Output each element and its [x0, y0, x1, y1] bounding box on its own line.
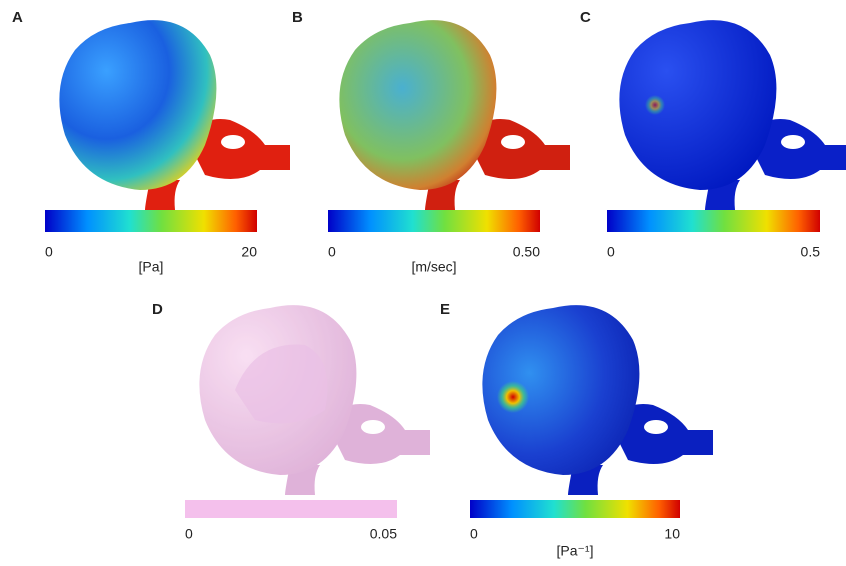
panel-label: E: [440, 301, 450, 318]
scale-min: 0: [470, 526, 478, 542]
hotspot: [645, 95, 665, 115]
scale-max: 0.5: [801, 244, 821, 260]
branch-hole: [781, 135, 805, 149]
scale-max: 10: [664, 526, 680, 542]
panel: [59, 20, 290, 210]
scale-max: 0.50: [513, 244, 540, 260]
scale-max: 0.05: [370, 526, 397, 542]
panel-label: C: [580, 9, 591, 26]
panel: [339, 20, 570, 210]
scale-min: 0: [607, 244, 615, 260]
colorbar: [328, 210, 540, 232]
panel-label: D: [152, 301, 163, 318]
scale-min: 0: [185, 526, 193, 542]
hotspot: [497, 381, 529, 413]
branch-hole: [361, 420, 385, 434]
branch-hole: [644, 420, 668, 434]
aneurysm-dome: [59, 20, 216, 190]
colorbar: [185, 500, 397, 518]
aneurysm-dome: [619, 20, 776, 190]
figure: A 0 20 [Pa] B 0 0.50 [m/sec] C 0 0.5 D 0 0.05 E 0 10 [Pa⁻…: [0, 0, 846, 566]
colorbar: [607, 210, 820, 232]
panel: [619, 20, 846, 210]
scale-max: 20: [241, 244, 257, 260]
panel: [482, 305, 713, 495]
scale-min: 0: [328, 244, 336, 260]
panel: [199, 305, 430, 495]
scale-min: 0: [45, 244, 53, 260]
branch-hole: [501, 135, 525, 149]
panel-label: A: [12, 9, 23, 26]
vessel-models: [59, 20, 846, 495]
branch-hole: [221, 135, 245, 149]
panel-label: B: [292, 9, 303, 26]
colorbar: [45, 210, 257, 232]
scale-unit: [Pa]: [139, 259, 164, 275]
scale-unit: [Pa⁻¹]: [557, 543, 594, 559]
colorbar: [470, 500, 680, 518]
aneurysm-dome: [339, 20, 496, 190]
scale-unit: [m/sec]: [411, 259, 456, 275]
